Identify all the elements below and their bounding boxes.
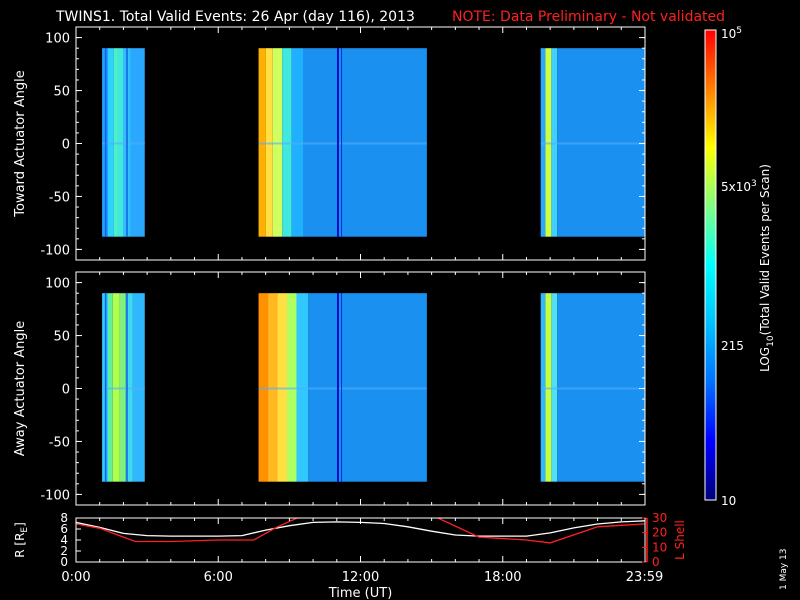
heatmap-band <box>125 293 133 482</box>
y-tick-label: -50 <box>49 190 70 205</box>
heatmap-band <box>545 293 552 482</box>
x-tick-label: 18:00 <box>484 570 521 585</box>
y-tick-label: 50 <box>53 330 70 345</box>
right-y-tick-label: 30 <box>652 511 667 525</box>
data-segment <box>102 293 145 482</box>
left-y-tick-label: 8 <box>60 511 68 525</box>
heatmap-band <box>296 293 309 482</box>
heatmap-band <box>265 48 273 237</box>
y-axis-label: Away Actuator Angle <box>13 321 28 456</box>
data-segment <box>258 293 427 482</box>
heatmap-band <box>557 293 645 482</box>
data-segment <box>540 293 645 482</box>
heatmap-band <box>545 48 552 237</box>
left-y-tick-label: 6 <box>60 522 68 536</box>
data-segment <box>258 48 427 237</box>
toward-actuator-panel: -100 -50 0 50 100 Toward Actuator Angle <box>13 26 646 261</box>
heatmap-band <box>308 293 427 482</box>
colorbar-gradient <box>704 29 717 501</box>
x-tick-label: 12:00 <box>342 570 379 585</box>
colorbar-tick-max: 105 <box>721 26 742 41</box>
data-segment <box>540 48 645 237</box>
left-y-axis-label: R [RE] <box>13 522 30 558</box>
chart-title: TWINS1. Total Valid Events: 26 Apr (day … <box>55 9 415 25</box>
l-shell-line <box>76 518 645 544</box>
y-tick-label: 50 <box>53 85 70 100</box>
heatmap-band <box>113 48 118 237</box>
heatmap-band <box>258 293 269 482</box>
heatmap-band <box>112 293 120 482</box>
left-y-tick-label: 0 <box>60 555 68 569</box>
heatmap-band <box>268 293 278 482</box>
x-axis-label: Time (UT) <box>328 586 393 600</box>
colorbar: 105 5x103 215 10 LOG10(Total Valid Event… <box>704 26 776 508</box>
y-tick-label: -100 <box>40 243 70 258</box>
x-tick-label: 6:00 <box>204 570 233 585</box>
heatmap-band <box>117 48 124 237</box>
left-y-tick-label: 2 <box>60 544 68 558</box>
heatmap-band <box>258 48 266 237</box>
y-tick-label: -50 <box>49 435 70 450</box>
left-y-tick-label: 4 <box>60 533 68 547</box>
x-tick-label: 23:59 <box>626 570 663 585</box>
colorbar-label: LOG10(Total Valid Events per Scan) <box>758 164 776 372</box>
heatmap-band <box>540 293 546 482</box>
heatmap-band <box>272 48 283 237</box>
heatmap-band <box>551 293 558 482</box>
y-tick-label: -100 <box>40 488 70 503</box>
heatmap-band <box>130 48 145 237</box>
right-y-axis-label: L Shell <box>673 520 687 560</box>
date-stamp: 1 May 13 <box>779 548 789 590</box>
heatmap-band <box>108 293 113 482</box>
x-tick-label: 0:00 <box>61 570 90 585</box>
colorbar-tick-215: 215 <box>721 339 744 353</box>
heatmap-band <box>557 48 645 237</box>
heatmap-band <box>277 293 288 482</box>
y-axis-label: Toward Actuator Angle <box>13 70 28 217</box>
heatmap-band <box>291 48 304 237</box>
data-segment <box>102 48 145 237</box>
right-y-tick-label: 0 <box>652 555 660 569</box>
plot-background <box>76 518 645 562</box>
heatmap-band <box>282 48 292 237</box>
heatmap-band <box>119 293 126 482</box>
heatmap-band <box>108 48 114 237</box>
y-tick-label: 100 <box>45 32 70 47</box>
right-y-tick-label: 10 <box>652 540 667 554</box>
preliminary-note: NOTE: Data Preliminary - Not validated <box>452 9 725 25</box>
heatmap-band <box>303 48 427 237</box>
heatmap-band <box>132 293 145 482</box>
heatmap-band <box>540 48 546 237</box>
colorbar-tick-min: 10 <box>721 494 736 508</box>
y-tick-label: 100 <box>45 277 70 292</box>
y-tick-label: 0 <box>62 383 70 398</box>
heatmap-band <box>287 293 297 482</box>
y-tick-label: 0 <box>62 138 70 153</box>
away-actuator-panel: -100 -50 0 50 100 Away Actuator Angle <box>13 271 646 506</box>
colorbar-tick-5e3: 5x103 <box>721 179 757 194</box>
heatmap-band <box>551 48 558 237</box>
right-y-tick-label: 20 <box>652 526 667 540</box>
